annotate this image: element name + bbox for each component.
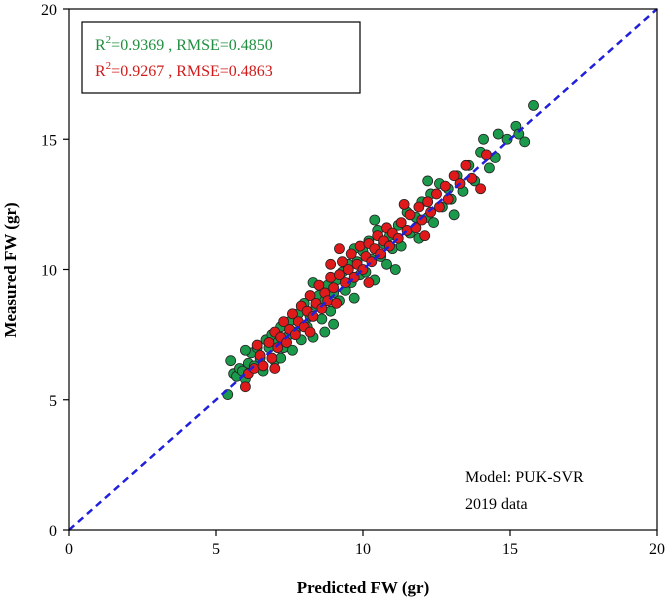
y-tick-label: 0 bbox=[49, 523, 57, 540]
green-data-point bbox=[484, 162, 495, 174]
red-data-point bbox=[272, 342, 284, 354]
red-data-point bbox=[254, 350, 266, 361]
red-data-point bbox=[442, 193, 454, 205]
model-annotation: Model: PUK-SVR bbox=[465, 469, 584, 486]
legend-entry-green-prefix: R bbox=[95, 37, 106, 54]
red-data-point bbox=[425, 206, 437, 218]
red-data-point bbox=[334, 243, 345, 255]
legend-entry-red-prefix: R bbox=[95, 63, 106, 80]
green-data-point bbox=[319, 326, 331, 338]
red-data-point bbox=[328, 282, 340, 294]
green-data-point bbox=[448, 209, 460, 221]
legend-box: R2=0.9369 , RMSE=0.4850 R2=0.9267 , RMSE… bbox=[81, 21, 361, 94]
red-data-point bbox=[266, 352, 278, 364]
green-data-point bbox=[492, 128, 504, 140]
x-tick-label: 15 bbox=[502, 541, 518, 558]
legend-frame bbox=[81, 21, 361, 94]
legend-entry-red-superscript: 2 bbox=[106, 60, 112, 72]
x-tick-label: 20 bbox=[649, 541, 665, 558]
red-data-point bbox=[257, 360, 269, 372]
green-data-point bbox=[389, 264, 401, 275]
y-axis-title: Measured FW (gr) bbox=[1, 202, 20, 337]
x-tick-label: 5 bbox=[212, 541, 220, 558]
red-data-point bbox=[419, 230, 431, 242]
x-tick-label: 0 bbox=[65, 541, 73, 558]
points-layer bbox=[222, 99, 539, 400]
x-tick-label: 10 bbox=[355, 541, 371, 558]
green-data-point bbox=[519, 136, 531, 148]
red-data-point bbox=[404, 209, 416, 221]
y-tick-label: 20 bbox=[41, 2, 57, 19]
red-data-point bbox=[313, 279, 325, 291]
x-axis-title: Predicted FW (gr) bbox=[297, 578, 430, 597]
red-data-point bbox=[413, 201, 425, 213]
red-data-point bbox=[475, 183, 487, 195]
green-data-point bbox=[478, 133, 489, 145]
red-data-point bbox=[331, 297, 342, 309]
red-data-point bbox=[448, 170, 460, 182]
one-to-one-line bbox=[68, 8, 658, 531]
green-data-point bbox=[428, 217, 439, 229]
red-data-point bbox=[339, 277, 351, 288]
legend-entry-red: R2=0.9267 , RMSE=0.4863 bbox=[95, 60, 273, 80]
green-data-point bbox=[513, 128, 525, 140]
red-data-point bbox=[460, 159, 472, 171]
green-data-point bbox=[348, 292, 360, 304]
red-data-point bbox=[289, 329, 301, 341]
red-data-point bbox=[416, 214, 428, 226]
red-data-point bbox=[304, 290, 316, 301]
y-tick-label: 10 bbox=[41, 263, 57, 280]
y-ticks: 0 5 10 15 20 bbox=[41, 2, 69, 540]
green-data-point bbox=[528, 99, 539, 111]
red-data-point bbox=[481, 149, 492, 161]
green-data-point bbox=[422, 175, 434, 187]
red-data-point bbox=[439, 180, 451, 192]
red-data-point bbox=[325, 258, 337, 270]
green-data-point bbox=[225, 355, 237, 367]
y-tick-label: 5 bbox=[49, 393, 57, 410]
red-data-point bbox=[281, 337, 292, 348]
red-data-point bbox=[431, 188, 442, 200]
green-data-point bbox=[381, 258, 392, 270]
red-data-point bbox=[239, 381, 251, 393]
green-data-point bbox=[501, 133, 513, 145]
red-data-point bbox=[398, 198, 410, 210]
red-data-point bbox=[287, 308, 298, 320]
y-tick-label: 15 bbox=[41, 132, 57, 149]
red-data-point bbox=[363, 277, 375, 288]
x-ticks: 0 5 10 15 20 bbox=[65, 530, 665, 558]
red-data-point bbox=[263, 337, 275, 348]
red-data-point bbox=[337, 256, 348, 268]
red-data-point bbox=[434, 201, 445, 213]
red-data-point bbox=[334, 269, 345, 281]
red-data-point bbox=[307, 310, 319, 322]
red-data-point bbox=[251, 339, 263, 351]
green-data-point bbox=[369, 214, 381, 226]
green-data-point bbox=[239, 344, 251, 356]
red-data-point bbox=[316, 303, 328, 314]
red-data-point bbox=[395, 217, 407, 229]
red-data-point bbox=[304, 326, 316, 338]
legend-entry-green-superscript: 2 bbox=[106, 34, 112, 46]
year-annotation: 2019 data bbox=[465, 496, 528, 513]
red-data-point bbox=[278, 316, 290, 328]
green-data-point bbox=[328, 318, 340, 330]
legend-entry-red-text: =0.9267 , RMSE=0.4863 bbox=[111, 63, 273, 80]
red-data-point bbox=[342, 264, 354, 275]
green-data-point bbox=[287, 344, 298, 356]
legend-entry-green: R2=0.9369 , RMSE=0.4850 bbox=[95, 34, 273, 54]
legend-entry-green-text: =0.9369 , RMSE=0.4850 bbox=[111, 37, 273, 54]
red-data-point bbox=[269, 363, 281, 374]
red-data-point bbox=[422, 196, 434, 208]
red-data-point bbox=[345, 248, 357, 260]
